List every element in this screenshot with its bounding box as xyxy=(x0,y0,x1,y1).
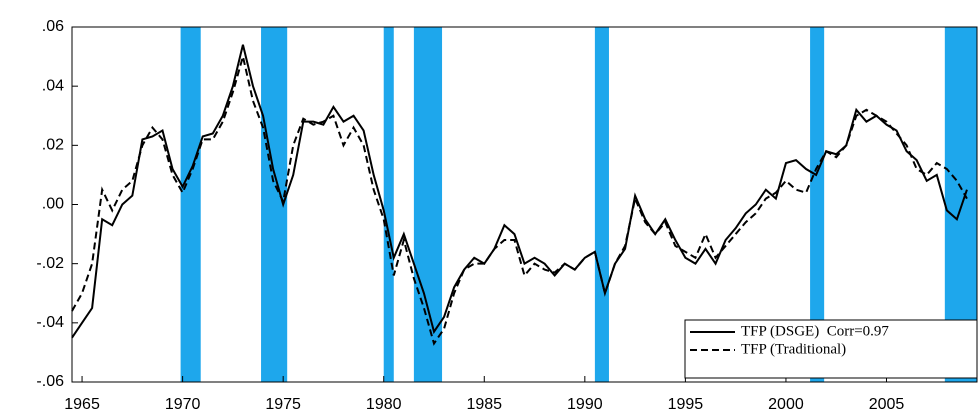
x-tick-label: 1970 xyxy=(165,396,201,413)
legend-box xyxy=(684,319,978,379)
legend: TFP (DSGE) Corr=0.97 TFP (Traditional) xyxy=(684,319,978,379)
y-tick-label: .02 xyxy=(42,137,64,154)
y-tick-label: .06 xyxy=(42,18,64,35)
x-tick-label: 2005 xyxy=(869,396,905,413)
recession-band xyxy=(413,27,443,382)
x-tick-label: 1985 xyxy=(466,396,502,413)
series-line xyxy=(71,44,968,339)
recession-band xyxy=(810,27,825,382)
x-tick-label: 1995 xyxy=(668,396,704,413)
x-tick-label: 1965 xyxy=(64,396,100,413)
x-tick-label: 1975 xyxy=(265,396,301,413)
y-tick-label: -.06 xyxy=(36,373,64,390)
recession-band xyxy=(383,27,394,382)
y-tick-label: -.04 xyxy=(36,314,64,331)
x-tick-label: 2000 xyxy=(768,396,804,413)
recession-band xyxy=(594,27,609,382)
y-tick-label: .00 xyxy=(42,196,64,213)
y-tick-label: .04 xyxy=(42,77,64,94)
recession-band xyxy=(180,27,201,382)
legend-label: TFP (DSGE) Corr=0.97 xyxy=(741,323,889,339)
x-tick-label: 1980 xyxy=(366,396,402,413)
y-tick-label: -.02 xyxy=(36,255,64,272)
legend-label: TFP (Traditional) xyxy=(741,341,846,357)
x-tick-label: 1990 xyxy=(567,396,603,413)
series-line xyxy=(71,56,968,346)
